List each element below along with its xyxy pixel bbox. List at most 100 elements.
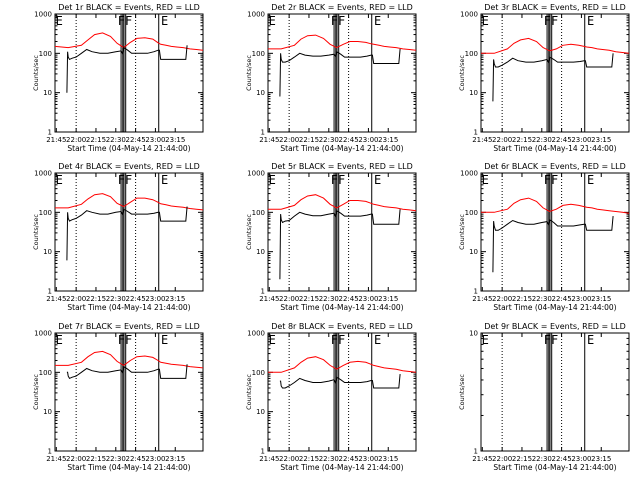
x-tick-label: 21:45 (46, 136, 66, 144)
events-series-line (279, 374, 401, 389)
x-tick-label: 22:30 (319, 455, 339, 463)
x-tick-label: 23:15 (591, 295, 611, 303)
events-series-line (66, 206, 188, 261)
plot-panel: Det 2r BLACK = Events, RED = LLD 1 10 100 10… (245, 3, 417, 153)
lld-series-line (268, 194, 417, 212)
x-axis-label: Start Time (04-May-14 21:44:00) (67, 303, 190, 312)
plot-frame (54, 332, 204, 452)
plot-frame (267, 332, 417, 452)
flag-label: E (161, 333, 168, 347)
x-tick-label: 23:15 (378, 295, 398, 303)
x-axis-label: Start Time (04-May-14 21:44:00) (493, 303, 616, 312)
y-tick-label: 1000 (34, 170, 52, 178)
x-tick-label: 21:45 (472, 455, 492, 463)
plot-title: Det 9r BLACK = Events, RED = LLD (484, 322, 626, 331)
lld-series-line (481, 197, 630, 214)
flag-label: FF (118, 333, 132, 347)
flag-label: E (56, 14, 63, 28)
x-tick-label: 22:15 (86, 136, 106, 144)
plot-panel: Det 6r BLACK = Events, RED = LLD 1 10 100 10… (458, 162, 630, 312)
y-tick-label: 10 (469, 248, 478, 256)
plot-frame (480, 13, 630, 133)
x-tick-label: 22:00 (492, 295, 512, 303)
x-tick-label: 23:00 (571, 455, 591, 463)
y-tick-label: 1000 (34, 11, 52, 19)
lld-series-line (481, 37, 630, 54)
events-series-line (492, 216, 614, 273)
y-tick-label: 10 (256, 89, 265, 97)
y-axis-label: Counts/sec (32, 374, 40, 410)
flag-label: E (587, 14, 594, 28)
flag-label: FF (544, 14, 558, 28)
flag-label: E (161, 173, 168, 187)
flag-label: FF (331, 14, 345, 28)
y-tick-label: 1 (48, 448, 52, 456)
y-tick-label: 100 (39, 50, 52, 58)
flag-label: E (269, 333, 276, 347)
plot-title: Det 6r BLACK = Events, RED = LLD (484, 162, 626, 171)
x-tick-label: 22:45 (552, 295, 572, 303)
plot-title: Det 1r BLACK = Events, RED = LLD (58, 3, 200, 12)
y-tick-label: 1 (474, 129, 478, 137)
y-tick-label: 100 (252, 50, 265, 58)
x-tick-label: 22:45 (339, 455, 359, 463)
plot-frame (480, 332, 630, 452)
plot-panel: Det 9r BLACK = Events, RED = LLD 1 10 21:45… (458, 322, 630, 472)
x-tick-label: 21:45 (472, 136, 492, 144)
y-tick-label: 100 (465, 50, 478, 58)
y-axis-label: Counts/sec (245, 214, 253, 250)
x-tick-label: 23:00 (358, 295, 378, 303)
y-axis-label: Counts/sec (458, 374, 466, 410)
flag-label: E (374, 333, 381, 347)
plot-frame (54, 13, 204, 133)
x-tick-label: 22:15 (512, 136, 532, 144)
lld-series-line (268, 34, 417, 51)
plot-title: Det 2r BLACK = Events, RED = LLD (271, 3, 413, 12)
y-axis-label: Counts/sec (245, 374, 253, 410)
x-tick-label: 23:15 (165, 136, 185, 144)
events-series-line (66, 364, 188, 380)
x-tick-label: 22:00 (492, 455, 512, 463)
flag-label: E (587, 173, 594, 187)
x-tick-label: 22:30 (532, 455, 552, 463)
x-tick-label: 22:15 (86, 455, 106, 463)
x-axis-label: Start Time (04-May-14 21:44:00) (67, 144, 190, 153)
y-axis-label: Counts/sec (32, 55, 40, 91)
x-tick-label: 22:15 (512, 295, 532, 303)
flag-label: E (587, 333, 594, 347)
x-tick-label: 22:15 (86, 295, 106, 303)
plot-title: Det 5r BLACK = Events, RED = LLD (271, 162, 413, 171)
x-axis-label: Start Time (04-May-14 21:44:00) (280, 144, 403, 153)
x-axis-label: Start Time (04-May-14 21:44:00) (280, 303, 403, 312)
y-tick-label: 1 (261, 288, 265, 296)
y-tick-label: 10 (256, 248, 265, 256)
flag-label: E (269, 14, 276, 28)
x-tick-label: 22:00 (66, 455, 86, 463)
x-tick-label: 23:15 (378, 455, 398, 463)
x-tick-label: 23:00 (145, 136, 165, 144)
x-tick-label: 22:15 (299, 136, 319, 144)
x-tick-label: 23:00 (571, 136, 591, 144)
plot-panel: Det 3r BLACK = Events, RED = LLD 1 10 100 10… (458, 3, 630, 153)
x-tick-label: 23:00 (358, 136, 378, 144)
plot-panel: Det 5r BLACK = Events, RED = LLD 1 10 100 10… (245, 162, 417, 312)
x-tick-label: 21:45 (46, 455, 66, 463)
x-tick-label: 21:45 (46, 295, 66, 303)
x-tick-label: 21:45 (259, 455, 279, 463)
events-series-line (279, 48, 401, 97)
plot-title: Det 3r BLACK = Events, RED = LLD (484, 3, 626, 12)
x-tick-label: 21:45 (259, 295, 279, 303)
x-tick-label: 22:30 (532, 136, 552, 144)
flag-label: E (374, 14, 381, 28)
plot-frame (54, 172, 204, 292)
flag-label: FF (118, 173, 132, 187)
y-tick-label: 10 (256, 408, 265, 416)
x-tick-label: 22:45 (552, 455, 572, 463)
y-tick-label: 1000 (34, 330, 52, 338)
y-axis-label: Counts/sec (32, 214, 40, 250)
y-tick-label: 10 (43, 248, 52, 256)
y-tick-label: 1000 (460, 11, 478, 19)
x-tick-label: 23:00 (358, 455, 378, 463)
plot-panel: Det 7r BLACK = Events, RED = LLD 1 10 100 10… (32, 322, 204, 472)
x-tick-label: 23:15 (591, 136, 611, 144)
